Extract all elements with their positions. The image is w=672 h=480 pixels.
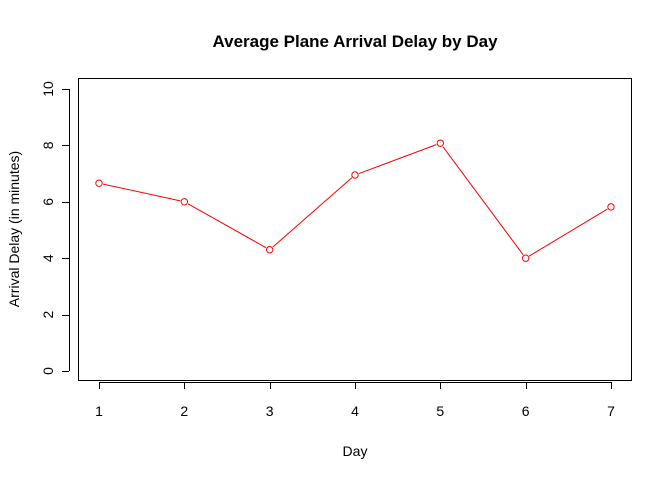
x-axis-label: Day	[343, 443, 368, 459]
data-point	[351, 171, 359, 179]
y-tick-label: 10	[40, 81, 56, 97]
data-point	[607, 203, 615, 211]
y-tick-label: 0	[40, 367, 56, 375]
plot-area-frame	[78, 78, 632, 381]
x-tick-label: 3	[266, 403, 274, 419]
y-tick-label: 6	[40, 198, 56, 206]
data-point	[436, 139, 445, 147]
x-axis: 1 2 3 4 5 6 7	[95, 382, 615, 419]
data-point	[180, 198, 189, 206]
series-line-segment	[529, 208, 608, 257]
series-line-segment	[102, 183, 181, 202]
chart-title: Average Plane Arrival Delay by Day	[212, 32, 498, 51]
series-line-segment	[358, 144, 437, 175]
x-tick-label: 2	[180, 403, 188, 419]
series-line-segment	[187, 203, 267, 249]
series-line-segment	[442, 146, 524, 256]
y-axis-label: Arrival Delay (in minutes)	[6, 151, 22, 307]
y-axis: 0 2 4 6 8 10	[40, 81, 70, 375]
data-point	[95, 179, 103, 187]
y-tick-label: 8	[40, 141, 56, 149]
x-tick-label: 6	[522, 403, 530, 419]
data-point	[521, 254, 530, 262]
x-tick-label: 7	[607, 403, 615, 419]
y-tick-label: 2	[40, 310, 56, 318]
y-tick-label: 4	[40, 254, 56, 262]
series-line-segment	[272, 177, 353, 248]
data-point	[265, 246, 274, 254]
x-tick-label: 4	[351, 403, 359, 419]
series-layer	[95, 139, 615, 262]
x-tick-label: 1	[95, 403, 103, 419]
x-tick-label: 5	[436, 403, 444, 419]
